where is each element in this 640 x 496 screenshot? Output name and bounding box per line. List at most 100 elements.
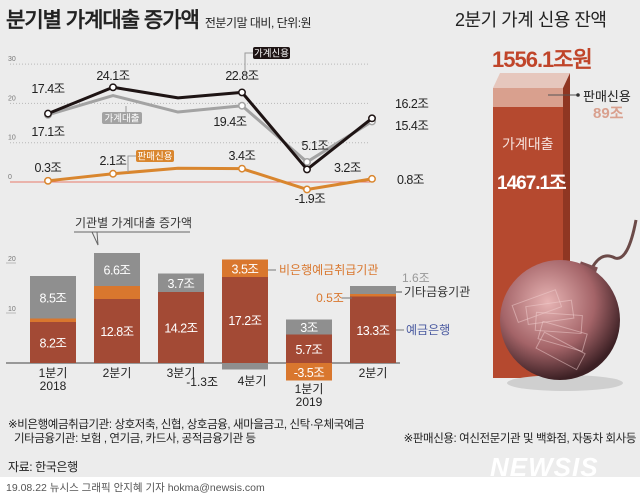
title-bar: 분기별 가계대출 증가액 전분기말 대비, 단위:원 [6, 4, 312, 34]
data-label: 22.8조 [225, 69, 258, 83]
data-label: 17.1조 [31, 125, 64, 139]
banknote-pattern [534, 311, 583, 335]
banknote-pattern [535, 331, 586, 371]
sales-credit-label: 판매신용 [583, 89, 631, 104]
x-year-label: 2019 [296, 395, 323, 409]
x-category-label: 1분기 [39, 366, 68, 380]
y-tick-label: 30 [8, 56, 16, 63]
bar-data-label: 6.6조 [104, 264, 131, 278]
household-credit-tag [253, 47, 290, 59]
bar-segment-1 [222, 259, 268, 277]
sales-credit-value: 89조 [593, 105, 624, 122]
household-loan-tag [102, 112, 142, 124]
banknote-pattern [511, 289, 563, 324]
data-label: 17.4조 [31, 82, 64, 96]
x-category-label: 4분기 [238, 374, 267, 388]
bar-data-label: 17.2조 [228, 314, 261, 328]
data-point [238, 101, 246, 110]
bar-top-face [493, 73, 570, 88]
data-point [303, 165, 311, 174]
bar-data-label: 8.2조 [40, 337, 67, 351]
balance-title: 2분기 가계 신용 잔액 [455, 10, 607, 30]
sales-leader-dot [576, 93, 580, 97]
x-category-label: 2분기 [359, 366, 388, 380]
data-point [368, 114, 376, 123]
banknote-pattern [537, 320, 588, 352]
bar-data-label: 5.7조 [296, 343, 323, 357]
line-series-2 [47, 166, 373, 191]
bar-data-label: 3.7조 [168, 277, 195, 291]
data-point [109, 83, 117, 92]
credit-line: 19.08.22 뉴시스 그래픽 안지혜 기자 hokma@newsis.com [0, 477, 640, 496]
bar-segment-0 [158, 292, 204, 363]
data-label: -1.9조 [295, 192, 326, 206]
bar-title-pointer [91, 231, 99, 246]
note-nonbank: ※비은행예금취급기관: 상호저축, 신협, 상호금융, 새마을금고, 신탁·우체… [8, 419, 365, 431]
line-series-1 [47, 94, 373, 164]
x-category-label: 2분기 [103, 366, 132, 380]
data-label: 16.2조 [395, 97, 428, 111]
data-point [303, 185, 311, 194]
data-label: 2.1조 [100, 154, 127, 168]
sales-credit-leader [127, 155, 136, 172]
y-tick-label: 20 [8, 95, 16, 102]
legend-other: 기타금융기관 [404, 285, 470, 299]
sales-credit-tag-label: 판매신용 [138, 152, 173, 163]
page-subtitle: 전분기말 대비, 단위:원 [204, 16, 312, 30]
bar-chart-title: 기관별 가계대출 증가액 [75, 216, 192, 230]
data-point [109, 169, 117, 178]
household-credit-tag-label: 가계신용 [254, 48, 289, 60]
household-loan-tag-label: 가계대출 [105, 113, 140, 125]
data-label: 5.1조 [302, 139, 329, 153]
data-point [44, 176, 52, 185]
bar-segment-2 [30, 276, 76, 319]
x-category-label: 1분기 [295, 382, 324, 396]
data-point [238, 164, 246, 173]
bar-data-label: 3.5조 [232, 262, 259, 276]
bomb-fuse [588, 219, 638, 273]
bar-segment-1 [350, 294, 396, 297]
data-label: 0.8조 [397, 173, 424, 187]
balance-total: 1556.1조원 [492, 47, 593, 72]
bar-segment-1 [286, 363, 332, 381]
x-category-label: 3분기 [167, 366, 196, 380]
data-label: 19.4조 [213, 115, 246, 129]
bar-segment-0 [222, 277, 268, 363]
data-point [368, 174, 376, 183]
line-series-0 [47, 85, 373, 171]
data-label: 24.1조 [96, 69, 129, 83]
sales-credit-tag [136, 150, 174, 162]
bar-segment-0 [286, 334, 332, 363]
data-point [238, 88, 246, 97]
data-point [44, 109, 52, 118]
source: 자료: 한국은행 [8, 460, 78, 474]
bar-data-label: 14.2조 [164, 322, 197, 336]
bar-data-label: 3조 [300, 321, 317, 335]
household-loan-label: 가계대출 [502, 136, 554, 152]
bar-segment-0 [350, 296, 396, 363]
bar-data-label: 12.8조 [100, 325, 133, 339]
y-tick-label: 10 [8, 306, 16, 313]
data-label: 3.2조 [334, 161, 361, 175]
bar-segment-1 [30, 318, 76, 322]
bar-segment-2 [94, 253, 140, 286]
bar-data-label: 1.6조 [402, 271, 430, 285]
bar-data-label: -1.3조 [186, 375, 218, 389]
bar-segment-2 [158, 273, 204, 292]
household-credit-leader [244, 52, 253, 76]
data-point [303, 158, 311, 166]
bar-segment-0 [94, 299, 140, 363]
data-label: 3.4조 [229, 149, 256, 163]
data-label: 15.4조 [395, 119, 428, 133]
bar-data-label: 13.3조 [356, 324, 389, 338]
y-tick-label: 20 [8, 256, 16, 263]
bar-segment-2 [350, 286, 396, 294]
bar-segment-0 [30, 322, 76, 363]
legend-nonbank: 비은행예금취급기관 [279, 262, 378, 277]
legend-bank: 예금은행 [406, 322, 450, 337]
x-year-label: 2018 [40, 379, 67, 393]
data-label: 0.3조 [35, 161, 62, 175]
bar-data-label: 8.5조 [40, 291, 67, 305]
note-other: 기타금융기관: 보험 , 연기금, 카드사, 공적금융기관 등 [14, 433, 256, 445]
